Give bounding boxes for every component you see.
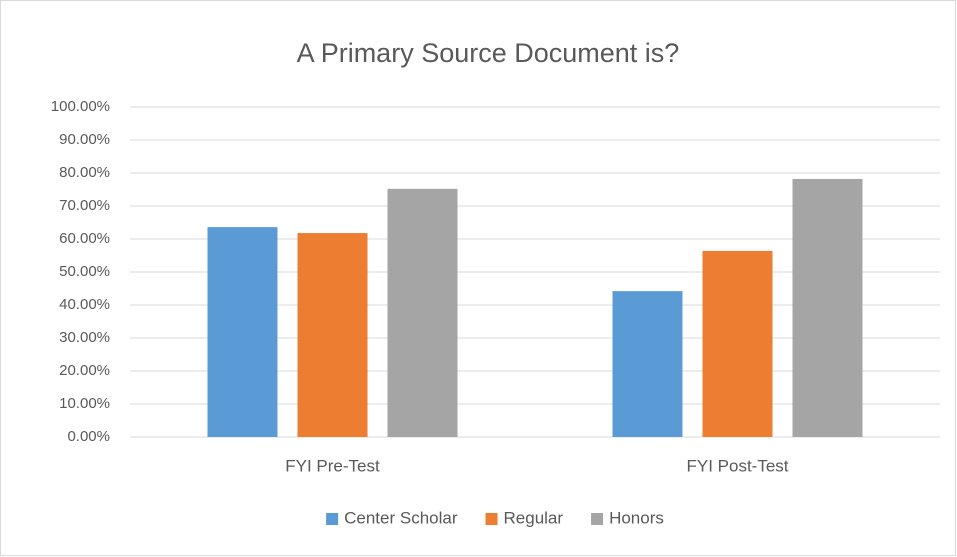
y-tick-label: 0.00% — [67, 428, 110, 445]
legend-swatch — [485, 513, 498, 525]
y-tick-label: 100.00% — [51, 98, 110, 115]
bar — [612, 291, 683, 437]
y-tick-label: 60.00% — [59, 230, 110, 247]
y-tick-label: 70.00% — [59, 197, 110, 214]
x-tick-label: FYI Pre-Test — [285, 456, 380, 475]
y-tick-label: 90.00% — [59, 131, 110, 148]
bar — [297, 233, 368, 437]
bar — [702, 250, 773, 437]
legend-label: Regular — [504, 508, 564, 527]
bar — [387, 188, 458, 437]
x-tick-label: FYI Post-Test — [686, 456, 788, 475]
bar — [207, 227, 278, 437]
bar — [792, 178, 863, 437]
legend-label: Center Scholar — [344, 508, 458, 527]
y-tick-label: 40.00% — [59, 296, 110, 313]
legend-swatch — [591, 513, 604, 525]
chart-title: A Primary Source Document is? — [297, 38, 680, 68]
y-tick-label: 50.00% — [59, 263, 110, 280]
y-tick-label: 80.00% — [59, 164, 110, 181]
y-tick-label: 10.00% — [59, 395, 110, 412]
y-tick-label: 30.00% — [59, 329, 110, 346]
legend-label: Honors — [609, 508, 664, 527]
y-tick-label: 20.00% — [59, 362, 110, 379]
legend-swatch — [326, 513, 339, 525]
